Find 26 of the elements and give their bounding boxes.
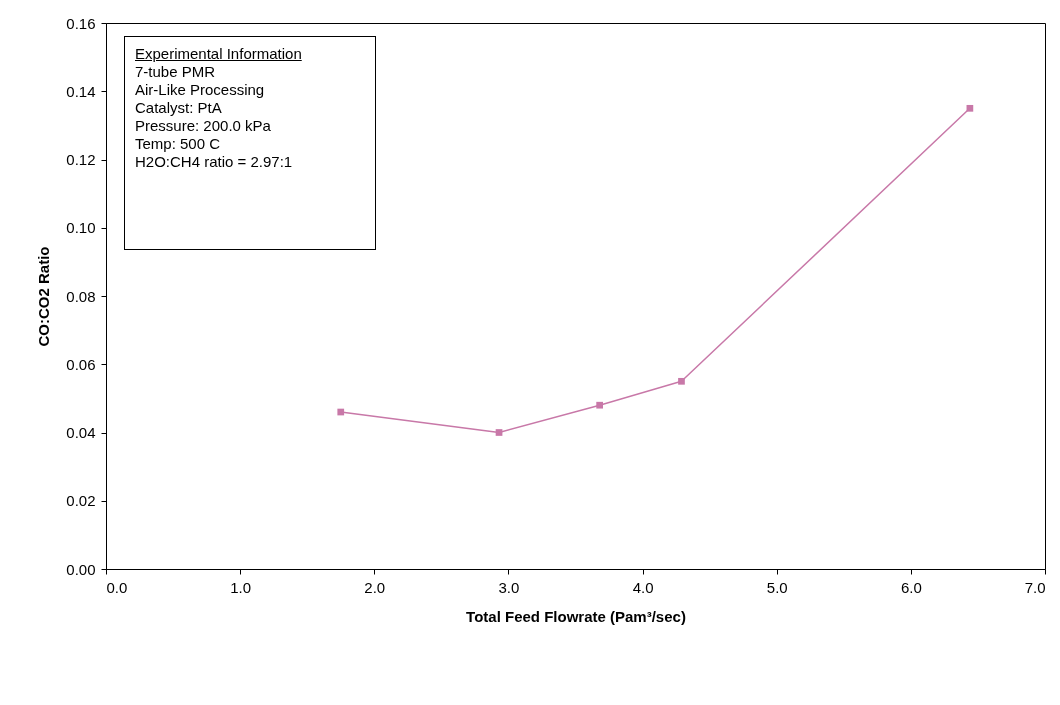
y-tick-label: 0.12 (66, 151, 96, 168)
annotation: H2O:CH4 ratio = 2.97:1 (135, 153, 294, 171)
x-tick-label: 2.0 (364, 578, 386, 596)
x-tick-label: 4.0 (632, 578, 654, 596)
y-tick-label: 0.02 (66, 492, 96, 510)
x-tick-label: 3.0 (498, 578, 520, 596)
y-axis-title: CO:CO2 Ratio (35, 246, 53, 347)
x-tick-label: 7.0 (1024, 578, 1046, 596)
annotation: Experimental Information (135, 45, 303, 63)
annotation: Air-Like Processing (135, 81, 266, 99)
annotation: Pressure: 200.0 kPa (135, 117, 272, 135)
y-tick-label: 0.08 (66, 287, 96, 305)
y-tick-label: 0.16 (66, 14, 96, 32)
y-tick-label: 0.04 (66, 424, 96, 441)
annotation: Catalyst: PtA (135, 99, 223, 117)
y-tick-label: 0.00 (66, 560, 96, 578)
x-axis-title: Total Feed Flowrate (Pam³/sec) (466, 607, 686, 625)
x-tick-label: 6.0 (900, 578, 922, 596)
y-tick-label: 0.10 (66, 219, 96, 237)
y-tick-label: 0.06 (66, 355, 96, 373)
x-tick-label: 1.0 (230, 578, 252, 596)
x-tick-label: 0.0 (106, 578, 128, 596)
y-tick-label: 0.14 (66, 82, 96, 100)
annotation: 7-tube PMR (135, 63, 217, 81)
annotation: Temp: 500 C (135, 135, 222, 153)
x-tick-label: 5.0 (766, 578, 788, 596)
